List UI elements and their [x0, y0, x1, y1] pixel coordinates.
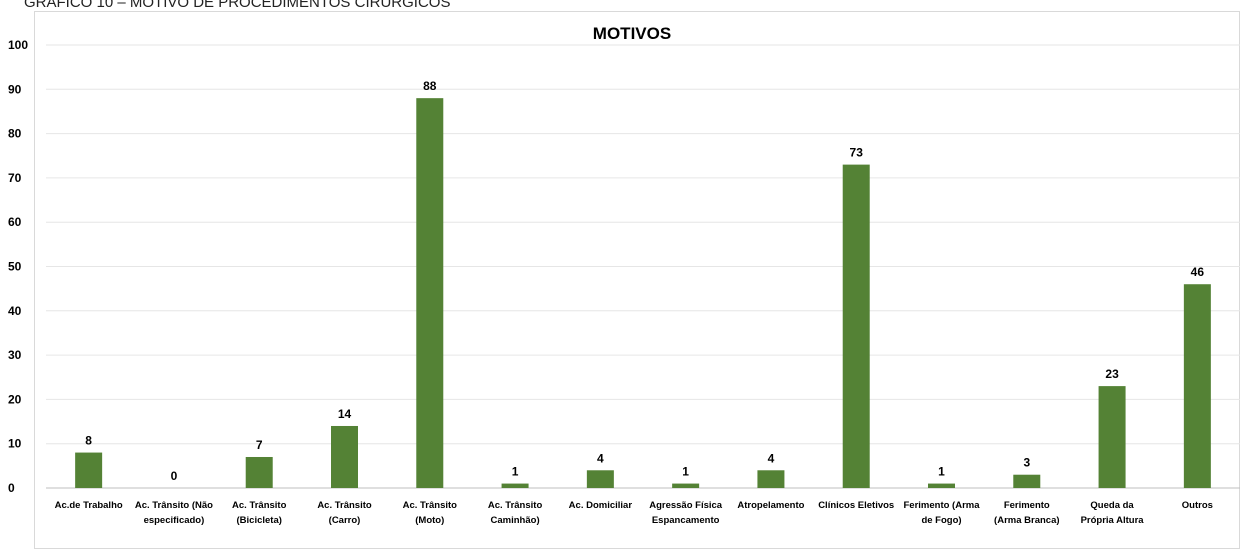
- bar: [842, 164, 870, 489]
- x-tick-label: Ac. Trânsito (Bicicleta): [232, 500, 287, 526]
- data-label: 4: [597, 451, 604, 465]
- data-label: 4: [768, 451, 775, 465]
- bar: [245, 456, 273, 488]
- data-label: 7: [256, 438, 263, 452]
- x-tick-label: Ac. Trânsito (Não especificado): [135, 500, 213, 526]
- chart-frame: [34, 11, 1240, 549]
- bar: [1013, 474, 1041, 488]
- x-tick-label: Ac. Trânsito (Carro): [317, 500, 372, 526]
- bar: [1183, 284, 1211, 488]
- bar: [928, 483, 955, 488]
- x-tick-label: Queda da Própria Altura: [1081, 500, 1145, 526]
- y-tick-label: 90: [8, 82, 22, 96]
- x-tick-label: Agressão Física Espancamento: [649, 500, 723, 526]
- y-axis: 0 10 20 30 40 50 60 70 80 90 100: [8, 38, 28, 495]
- x-tick-label: Ferimento (Arma de Fogo): [903, 500, 980, 526]
- data-label: 1: [682, 465, 689, 479]
- x-tick-label: Ac.de Trabalho: [55, 500, 123, 511]
- x-tick-label: Ac. Trânsito Caminhão): [488, 500, 543, 526]
- y-tick-label: 50: [8, 260, 22, 274]
- y-tick-label: 70: [8, 171, 22, 185]
- data-label: 1: [938, 465, 945, 479]
- data-label: 88: [423, 79, 437, 93]
- chart-title: MOTIVOS: [593, 24, 671, 43]
- y-tick-label: 10: [8, 437, 22, 451]
- data-label: 1: [512, 465, 519, 479]
- y-tick-label: 100: [8, 38, 28, 52]
- y-tick-label: 40: [8, 304, 22, 318]
- x-axis: Ac.de Trabalho Ac. Trânsito (Não especific…: [55, 500, 1213, 526]
- y-tick-label: 20: [8, 392, 22, 406]
- bar: [75, 452, 103, 488]
- bar: [501, 483, 529, 488]
- bar: [416, 98, 444, 488]
- bar: [331, 425, 358, 488]
- gridlines: [46, 44, 1240, 489]
- y-tick-label: 0: [8, 481, 15, 495]
- bar: [757, 470, 785, 488]
- data-label: 3: [1023, 456, 1030, 470]
- y-tick-label: 60: [8, 215, 22, 229]
- data-label: 46: [1191, 265, 1205, 279]
- data-label: 8: [85, 434, 92, 448]
- data-label: 23: [1105, 367, 1119, 381]
- data-label: 73: [850, 146, 864, 160]
- bar: [586, 470, 614, 488]
- y-tick-label: 80: [8, 127, 22, 141]
- x-tick-label: Ferimento (Arma Branca): [994, 500, 1059, 526]
- x-tick-label: Atropelamento: [737, 500, 804, 511]
- x-tick-label: Clínicos Eletivos: [818, 500, 894, 511]
- bar: [672, 483, 700, 488]
- y-tick-label: 30: [8, 348, 22, 362]
- data-label: 14: [338, 407, 352, 421]
- x-tick-label: Outros: [1182, 500, 1213, 511]
- x-tick-label: Ac. Domiciliar: [569, 500, 633, 511]
- bars: [75, 98, 1211, 489]
- data-label: 0: [171, 469, 178, 483]
- bar: [1098, 386, 1126, 488]
- x-tick-label: Ac. Trânsito (Moto): [403, 500, 458, 526]
- figure-caption: GRÁFICO 10 – MOTIVO DE PROCEDIMENTOS CIR…: [24, 0, 451, 11]
